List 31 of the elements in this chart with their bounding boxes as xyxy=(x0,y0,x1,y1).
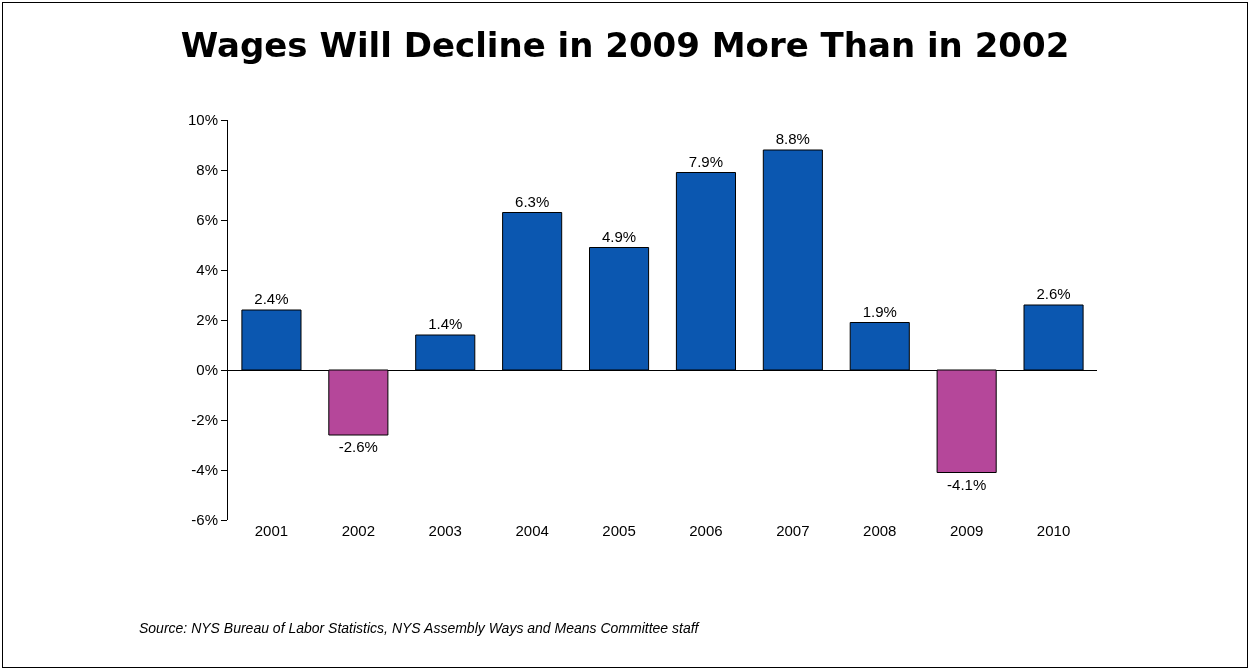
data-label: 4.9% xyxy=(601,227,637,245)
x-tick-label: 2001 xyxy=(254,522,289,539)
data-label: -4.1% xyxy=(947,475,987,493)
y-tick-label: -2% xyxy=(191,411,218,429)
source-note: Source: NYS Bureau of Labor Statistics, NYS Assembly Ways and Means Committee staff xyxy=(139,620,701,636)
chart-title: Wages Will Decline in 2009 More Than in 2002 xyxy=(180,24,1070,65)
data-label: 8.8% xyxy=(775,130,810,147)
x-tick-label: 2003 xyxy=(428,522,462,539)
x-tick-label: 2006 xyxy=(689,522,723,539)
x-tick-label: 2004 xyxy=(515,522,549,539)
data-label: 2.4% xyxy=(254,290,289,307)
y-tick-label: -6% xyxy=(191,511,218,529)
data-label: 2.6% xyxy=(1036,285,1071,302)
x-tick-label: 2008 xyxy=(863,522,897,539)
y-tick-label: 4% xyxy=(196,261,218,279)
x-tick-label: 2010 xyxy=(1036,522,1071,539)
y-tick-label: 0% xyxy=(196,361,218,379)
data-label: 7.9% xyxy=(688,152,724,170)
data-label: 6.3% xyxy=(515,192,550,210)
y-tick-label: 10% xyxy=(187,111,218,129)
x-tick-label: 2009 xyxy=(949,522,984,539)
y-tick-label: 6% xyxy=(196,211,218,229)
y-tick-label: -4% xyxy=(191,461,218,479)
x-tick-label: 2007 xyxy=(776,522,810,539)
y-tick-label: 2% xyxy=(196,311,218,329)
data-label: 1.9% xyxy=(862,302,897,320)
y-tick-label: 8% xyxy=(196,161,218,179)
x-tick-label: 2002 xyxy=(341,522,376,539)
data-label: 1.4% xyxy=(428,315,463,332)
x-tick-label: 2005 xyxy=(602,522,636,539)
data-label: -2.6% xyxy=(338,438,378,455)
